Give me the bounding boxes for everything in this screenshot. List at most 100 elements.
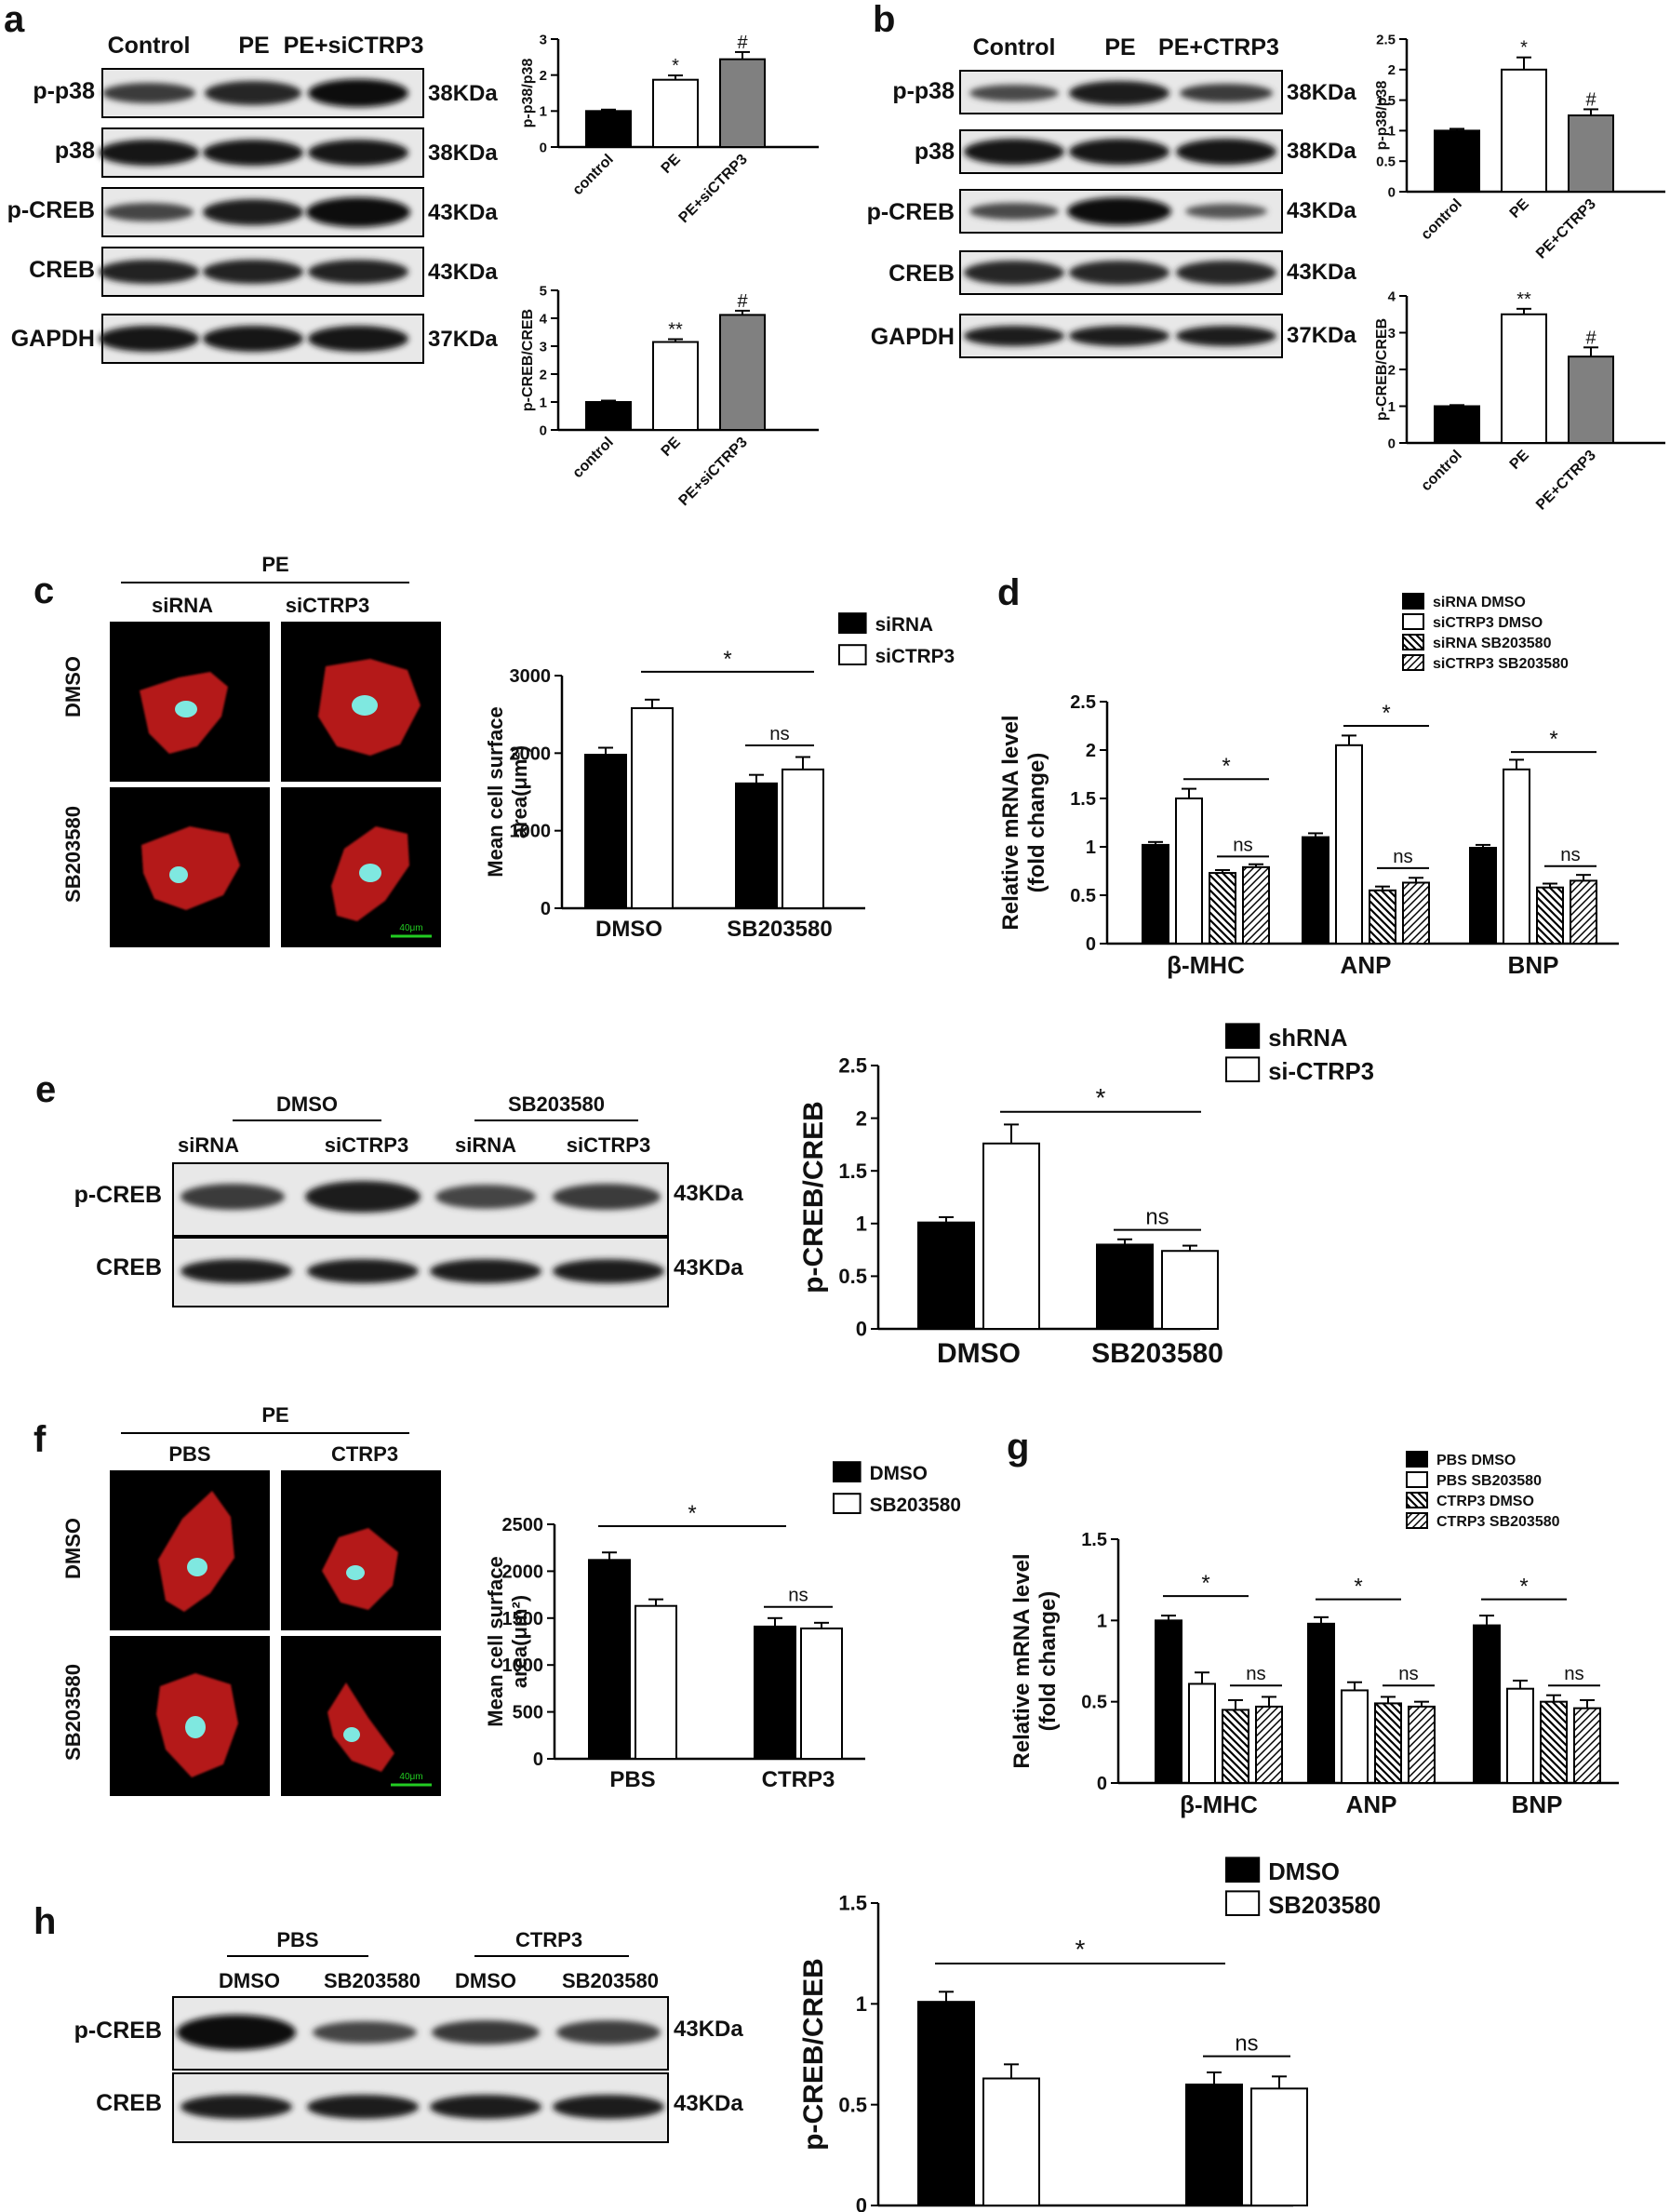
column-label: siRNA bbox=[152, 594, 213, 617]
blot-row-p-p38: p-p38 38KDa bbox=[892, 70, 1356, 114]
molecular-weight: 43KDa bbox=[428, 260, 498, 285]
blot-band bbox=[203, 199, 303, 225]
lane-label: siCTRP3 bbox=[567, 1133, 650, 1157]
blot-band bbox=[102, 83, 195, 103]
y-tick-label: 0.5 bbox=[838, 1265, 867, 1288]
bar bbox=[1540, 1700, 1568, 1784]
legend-swatch bbox=[838, 612, 867, 635]
blot-row-creb: CREB 43KDa bbox=[29, 247, 498, 297]
protein-label: p-CREB bbox=[74, 2018, 162, 2044]
significance-mark: ns bbox=[1145, 1205, 1169, 1230]
lane-label: siRNA bbox=[178, 1133, 239, 1157]
bar bbox=[1142, 843, 1169, 945]
legend-swatch bbox=[838, 644, 867, 666]
molecular-weight: 43KDa bbox=[674, 2091, 743, 2116]
y-tick-label: 1000 bbox=[510, 822, 552, 842]
significance-mark: * bbox=[1382, 701, 1390, 726]
blot-row-creb: CREB 43KDa bbox=[96, 2072, 743, 2143]
legend-label: CTRP3 SB203580 bbox=[1436, 1514, 1560, 1530]
panel-letter-b: b bbox=[873, 0, 895, 40]
bar bbox=[1175, 798, 1203, 945]
protein-label: GAPDH bbox=[871, 324, 955, 350]
blot-row-gapdh: GAPDH 37KDa bbox=[11, 314, 498, 364]
bar bbox=[1209, 872, 1236, 945]
x-tick-label: PE+CTRP3 bbox=[1533, 196, 1599, 262]
blot-band bbox=[205, 81, 301, 105]
nucleus bbox=[343, 1727, 360, 1742]
charts-layer: 0 1 2 3 p-p38/p38 control * PE # PE+siCTRP3 0 1 2 3 4 5… bbox=[484, 32, 1665, 2212]
molecular-weight: 43KDa bbox=[674, 1255, 743, 1280]
legend-label: siCTRP3 DMSO bbox=[1433, 615, 1543, 631]
blot-band bbox=[1069, 139, 1169, 165]
bar bbox=[1402, 881, 1430, 945]
significance-mark: # bbox=[1585, 89, 1597, 110]
significance-mark: ns bbox=[788, 1586, 808, 1606]
micrograph-f-dmso-pbs bbox=[110, 1470, 270, 1630]
chart-b2: 0 1 2 3 4 p-CREB/CREB control ** PE # PE+CTRP3 bbox=[1374, 288, 1665, 514]
molecular-weight: 43KDa bbox=[428, 200, 498, 225]
row-label: SB203580 bbox=[61, 1664, 85, 1761]
bar bbox=[800, 1627, 843, 1760]
protein-label: CREB bbox=[29, 257, 95, 283]
y-tick-label: 1.5 bbox=[1081, 1530, 1107, 1550]
significance-mark: * bbox=[1520, 38, 1528, 59]
y-tick-label: 2000 bbox=[510, 744, 552, 764]
x-tick-label: CTRP3 bbox=[762, 1767, 835, 1792]
row-label: DMSO bbox=[61, 1518, 85, 1579]
legend-label: siRNA bbox=[875, 614, 933, 636]
chart-b1: 0 0.5 1 1.5 2 2.5 p-p38/p38 control * PE # PE+CTRP3 bbox=[1374, 32, 1665, 262]
blot-row-p-p38: p-p38 38KDa bbox=[33, 68, 498, 118]
x-tick-label: β-MHC bbox=[1167, 951, 1245, 979]
legend-label: CTRP3 DMSO bbox=[1436, 1494, 1534, 1509]
protein-label: p-CREB bbox=[7, 197, 95, 223]
column-label: siCTRP3 bbox=[286, 594, 369, 617]
bar bbox=[1469, 847, 1497, 945]
x-tick-label: PE bbox=[1507, 196, 1532, 221]
group-label: SB203580 bbox=[508, 1093, 605, 1116]
legend-swatch bbox=[1402, 593, 1424, 610]
nucleus bbox=[169, 866, 188, 883]
bar bbox=[1250, 2087, 1308, 2206]
significance-mark: ** bbox=[668, 320, 683, 341]
y-tick-label: 2 bbox=[1388, 362, 1396, 378]
bar bbox=[652, 78, 699, 148]
y-tick-label: 3 bbox=[540, 32, 547, 47]
blot-band bbox=[432, 2020, 540, 2044]
legend-label: siCTRP3 SB203580 bbox=[1433, 656, 1569, 672]
lane-label: PE bbox=[1104, 34, 1135, 60]
blot-band bbox=[180, 1184, 285, 1210]
y-tick-label: 0.5 bbox=[1081, 1693, 1107, 1713]
molecular-weight: 43KDa bbox=[1287, 198, 1356, 223]
significance-mark: * bbox=[1096, 1083, 1106, 1112]
nucleus bbox=[187, 1558, 207, 1576]
blot-band bbox=[177, 2015, 296, 2050]
protein-label: p38 bbox=[915, 139, 955, 165]
protein-label: GAPDH bbox=[11, 326, 95, 352]
blot-band bbox=[1069, 326, 1169, 346]
molecular-weight: 43KDa bbox=[1287, 260, 1356, 285]
bar bbox=[1434, 405, 1480, 444]
blot-row-p-creb: p-CREB 43KDa bbox=[7, 187, 498, 237]
y-tick-label: 4 bbox=[540, 311, 548, 327]
blot-band bbox=[99, 326, 199, 352]
significance-mark: * bbox=[1549, 727, 1557, 752]
y-tick-label: 0 bbox=[540, 422, 547, 438]
x-tick-label: SB203580 bbox=[1091, 1338, 1223, 1369]
protein-label: p38 bbox=[55, 138, 95, 164]
bar bbox=[1570, 879, 1597, 945]
lane-label: Control bbox=[973, 34, 1056, 60]
bar bbox=[1568, 114, 1614, 193]
significance-mark: * bbox=[688, 1501, 696, 1526]
x-tick-label: PE bbox=[659, 435, 684, 460]
row-label: SB203580 bbox=[61, 806, 85, 903]
y-tick-label: 4 bbox=[1388, 288, 1396, 304]
micrograph-c-dmso-sirna bbox=[110, 622, 270, 782]
blot-band bbox=[1069, 261, 1169, 285]
legend-swatch bbox=[1225, 1890, 1261, 1917]
significance-mark: ns bbox=[1393, 847, 1413, 867]
blot-band bbox=[203, 140, 303, 166]
bar bbox=[1341, 1689, 1369, 1784]
bar bbox=[652, 341, 699, 431]
protein-label: p-CREB bbox=[74, 1182, 162, 1208]
blot-band bbox=[430, 1259, 541, 1283]
